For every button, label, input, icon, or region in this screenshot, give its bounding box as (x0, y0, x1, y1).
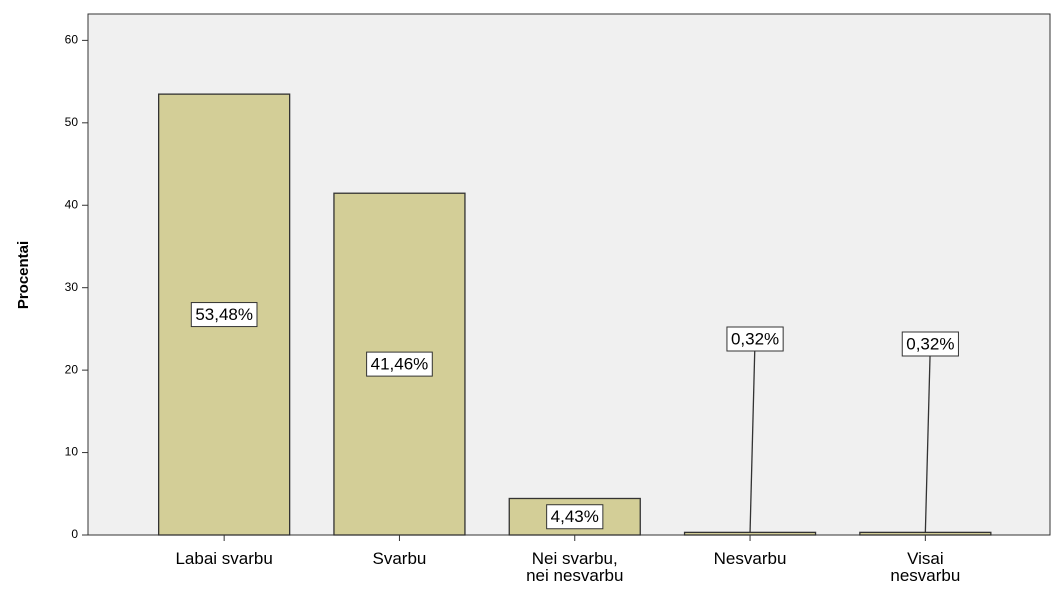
value-label-box (190, 302, 258, 328)
value-label-box (726, 326, 784, 352)
x-tick-label: Visai nesvarbu (890, 549, 960, 585)
x-tick-label: Svarbu (373, 549, 427, 568)
y-tick-label: 40 (65, 197, 79, 211)
leader-line (924, 343, 931, 533)
y-tick-label: 20 (65, 362, 79, 376)
y-tick-label: 60 (65, 33, 79, 47)
value-label: 53,48% (195, 305, 253, 324)
y-tick-label: 0 (71, 527, 78, 541)
x-tick-label: Nesvarbu (714, 549, 787, 568)
x-tick-label: Labai svarbu (175, 549, 272, 568)
value-label-box (546, 504, 604, 530)
y-axis-label: Procentai (15, 241, 32, 309)
value-label: 0,32% (906, 334, 954, 353)
value-label: 41,46% (371, 355, 429, 374)
value-label-box (901, 331, 959, 357)
y-tick-label: 50 (65, 115, 79, 129)
bar (683, 531, 817, 536)
y-tick-label: 10 (65, 445, 79, 459)
value-label-box (366, 351, 433, 377)
y-tick-label: 30 (65, 280, 79, 294)
value-label: 0,32% (731, 329, 779, 348)
value-label: 4,43% (551, 507, 599, 526)
leader-line (749, 338, 756, 533)
x-tick-label: Nei svarbu, nei nesvarbu (526, 549, 623, 585)
bar (859, 531, 992, 536)
